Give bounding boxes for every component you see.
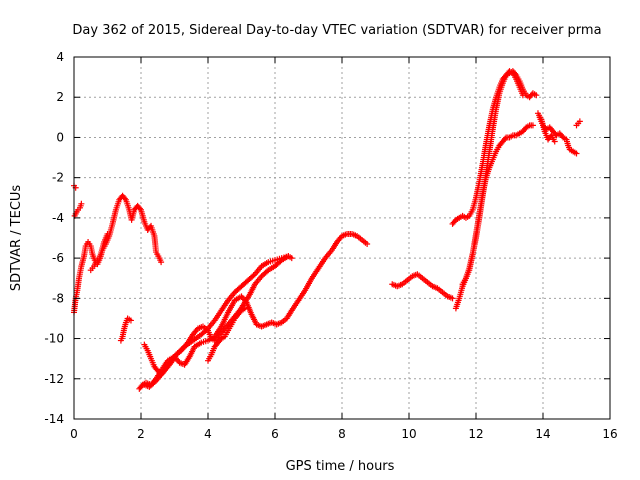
data-point [263, 268, 270, 275]
y-tick-label: -8 [52, 291, 64, 305]
data-point [288, 255, 295, 262]
data-point [175, 348, 182, 355]
x-tick-label: 12 [468, 427, 483, 441]
x-tick-label: 14 [535, 427, 550, 441]
y-tick-label: -6 [52, 251, 64, 265]
axis-ticks: 0 2 4 6 8 10 12 14 16 -14 -12 -10 -8 -6 -4 -2 0 2 4 [44, 50, 617, 441]
y-tick-label: 2 [56, 90, 64, 104]
y-tick-label: -4 [52, 211, 64, 225]
y-tick-label: -2 [52, 171, 64, 185]
x-axis-label: GPS time / hours [286, 459, 395, 474]
y-tick-label: -14 [44, 412, 64, 426]
data-point [121, 195, 128, 202]
y-tick-label: -12 [44, 372, 64, 386]
x-tick-label: 2 [137, 427, 145, 441]
data-point [127, 317, 134, 324]
data-point [449, 295, 456, 302]
data-point [174, 350, 181, 357]
data-point [364, 241, 371, 248]
y-axis-label: SDTVAR / TECUs [9, 185, 24, 292]
data-point [241, 305, 248, 312]
chart-title: Day 362 of 2015, Sidereal Day-to-day VTE… [72, 23, 601, 38]
x-tick-label: 0 [70, 427, 78, 441]
data-point [529, 122, 536, 129]
x-tick-label: 6 [271, 427, 279, 441]
data-point [178, 346, 185, 353]
x-tick-label: 8 [338, 427, 346, 441]
data-point [519, 92, 526, 99]
data-point [285, 253, 292, 260]
x-tick-label: 10 [401, 427, 416, 441]
data-point [104, 230, 111, 237]
x-tick-label: 4 [204, 427, 212, 441]
data-point [502, 135, 509, 142]
data-point [177, 347, 184, 354]
data-point [203, 326, 210, 333]
data-point [551, 138, 558, 145]
x-tick-label: 16 [602, 427, 617, 441]
y-tick-label: 4 [56, 50, 64, 64]
data-series [71, 68, 583, 392]
data-point [533, 92, 540, 99]
data-point [158, 259, 165, 266]
data-point [573, 150, 580, 157]
y-tick-label: 0 [56, 130, 64, 144]
data-point [173, 351, 180, 358]
y-tick-label: -10 [44, 332, 64, 346]
data-point [78, 200, 85, 207]
data-point [576, 118, 583, 125]
data-point [151, 378, 158, 385]
data-point [250, 272, 257, 279]
data-point [136, 205, 143, 212]
data-point [180, 344, 187, 351]
